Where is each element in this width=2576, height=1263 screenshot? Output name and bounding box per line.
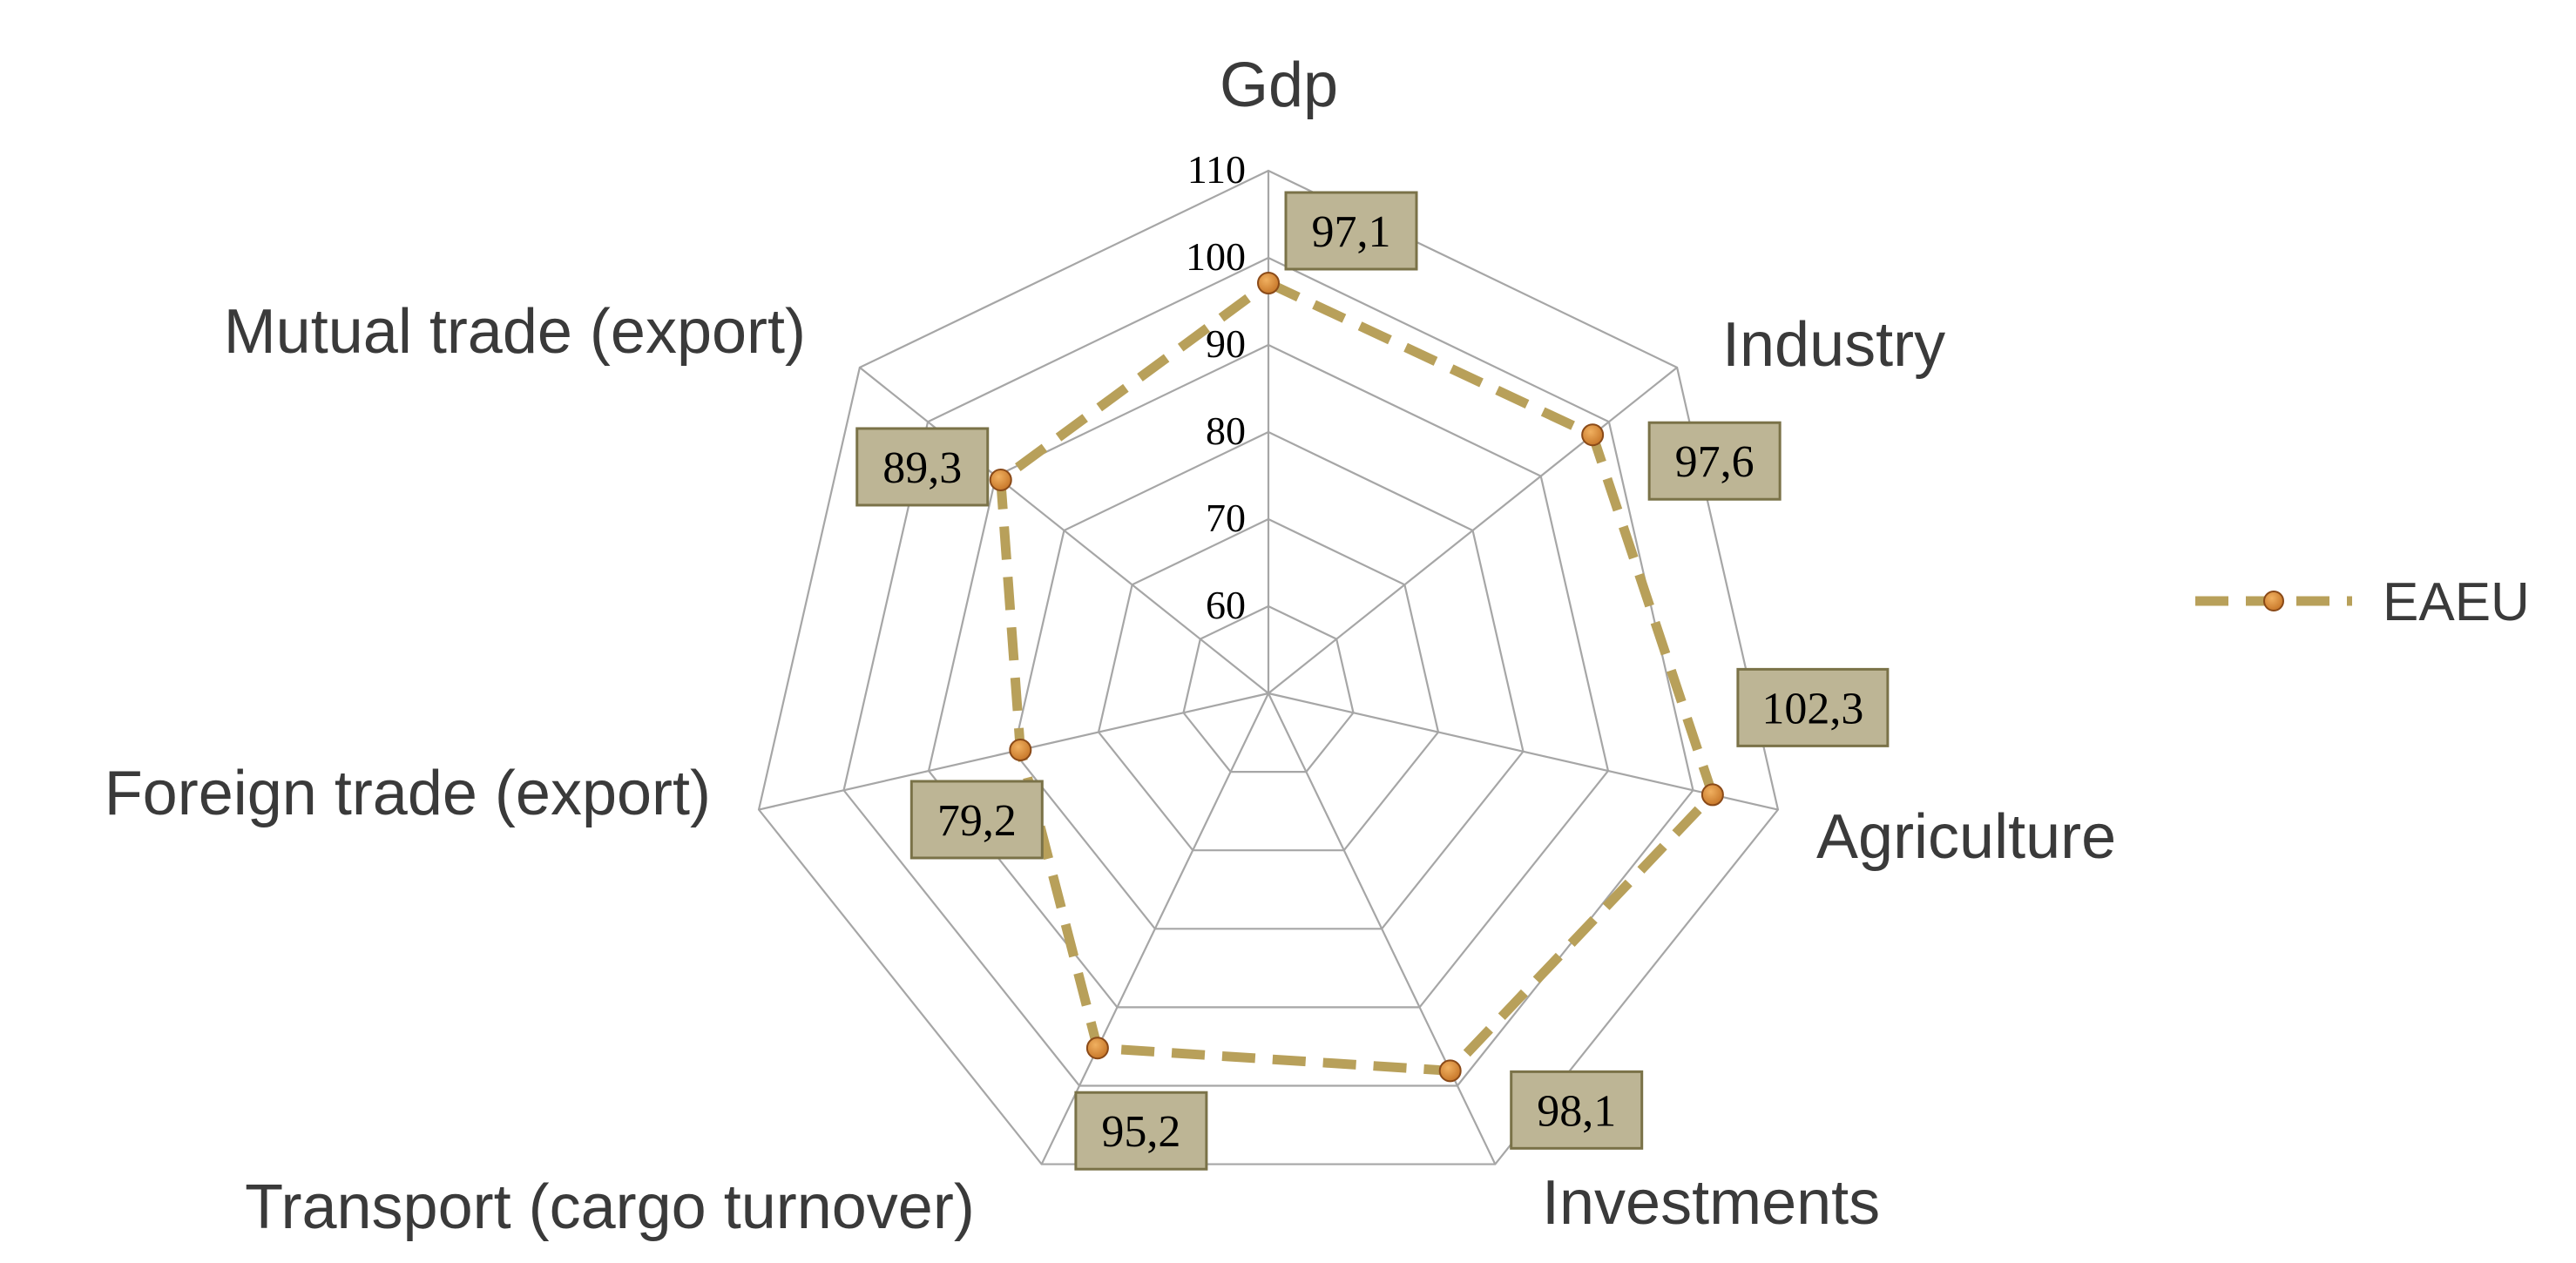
category-label-6: Mutual trade (export) — [224, 297, 806, 367]
grid-ring-90 — [927, 343, 1610, 1009]
data-label-box-2 — [1736, 667, 1890, 747]
spoke-2 — [1268, 692, 1779, 811]
grid-ring-80 — [1012, 430, 1525, 930]
data-label-box-4 — [1074, 1091, 1208, 1171]
data-label-5: 79,2 — [909, 780, 1044, 860]
category-label-2: Agriculture — [1816, 802, 2116, 872]
data-label-text-1: 97,6 — [1675, 437, 1755, 487]
data-label-2: 102,3 — [1736, 667, 1890, 747]
spoke-3 — [1268, 692, 1497, 1165]
category-labels: Gdp Industry Agriculture Investments Transpo… — [105, 51, 2116, 1242]
grid-ring-60 — [1182, 604, 1355, 773]
data-label-box-1 — [1647, 421, 1782, 501]
data-label-3: 98,1 — [1510, 1070, 1644, 1150]
data-labels: 97,1 97,6 102,3 98,1 95,2 79,2 89,3 — [855, 191, 1890, 1171]
data-label-text-3: 98,1 — [1537, 1086, 1616, 1136]
data-label-1: 97,6 — [1647, 421, 1782, 501]
data-label-4: 95,2 — [1074, 1091, 1208, 1171]
data-label-6: 89,3 — [855, 427, 990, 507]
radar-grid — [757, 169, 1780, 1165]
spoke-1 — [1268, 367, 1678, 694]
data-label-text-6: 89,3 — [882, 443, 962, 493]
data-label-0: 97,1 — [1284, 191, 1418, 271]
data-label-text-2: 102,3 — [1761, 684, 1863, 733]
data-point-2[interactable] — [1700, 783, 1724, 807]
tick-label-100: 100 — [1186, 234, 1246, 279]
data-label-box-6 — [855, 427, 990, 507]
tick-label-90: 90 — [1206, 321, 1246, 366]
category-label-4: Transport (cargo turnover) — [245, 1172, 975, 1242]
data-label-box-3 — [1510, 1070, 1644, 1150]
data-point-4[interactable] — [1085, 1037, 1109, 1060]
radial-tick-labels: 60 70 80 90 100 110 — [1186, 147, 1246, 627]
legend-marker-eaeu — [2263, 591, 2284, 611]
legend-label-eaeu[interactable]: EAEU — [2383, 572, 2530, 632]
category-label-3: Investments — [1542, 1168, 1880, 1238]
category-label-5: Foreign trade (export) — [105, 759, 711, 828]
tick-label-80: 80 — [1206, 409, 1246, 453]
tick-label-60: 60 — [1206, 583, 1246, 627]
data-point-0[interactable] — [1257, 272, 1280, 294]
data-point-1[interactable] — [1581, 423, 1605, 447]
tick-label-70: 70 — [1206, 496, 1246, 540]
data-label-text-5: 79,2 — [937, 796, 1017, 846]
legend[interactable]: EAEU — [2195, 572, 2530, 632]
data-label-text-0: 97,1 — [1312, 207, 1391, 257]
data-point-5[interactable] — [1009, 738, 1032, 761]
data-point-3[interactable] — [1438, 1059, 1462, 1083]
data-label-box-5 — [909, 780, 1044, 860]
data-label-text-4: 95,2 — [1101, 1107, 1180, 1157]
series-eaeu — [989, 272, 1724, 1083]
series-line-eaeu — [996, 278, 1718, 1076]
spoke-6 — [859, 367, 1269, 694]
grid-ring-70 — [1097, 517, 1440, 852]
spoke-4 — [1040, 692, 1269, 1165]
data-label-box-0 — [1284, 191, 1418, 271]
category-label-0: Gdp — [1220, 51, 1338, 120]
data-point-6[interactable] — [989, 468, 1012, 491]
category-label-1: Industry — [1722, 310, 1945, 380]
tick-label-110: 110 — [1187, 147, 1246, 192]
